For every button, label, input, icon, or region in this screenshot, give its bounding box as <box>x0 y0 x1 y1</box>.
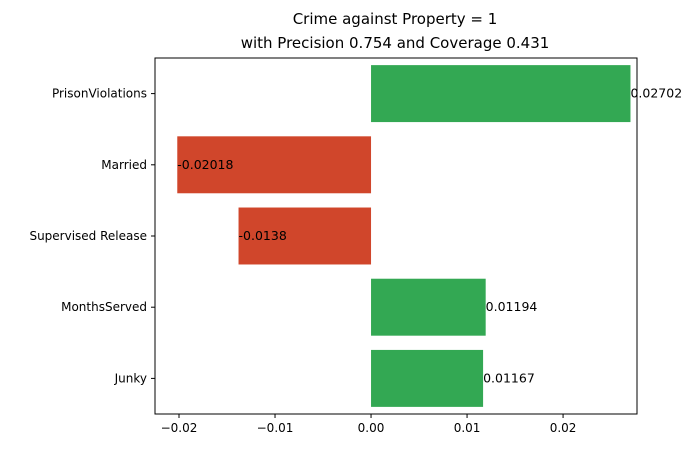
bar-0 <box>371 65 631 123</box>
chart-title-line-1: Crime against Property = 1 <box>293 10 498 28</box>
x-tick-label-3: 0.01 <box>454 421 481 435</box>
plot-frame <box>154 57 638 415</box>
y-tick-label-4: Junky <box>114 371 147 385</box>
bar-value-label-2: -0.0138 <box>239 228 287 243</box>
bars-layer: 0.02702 -0.02018 -0.0138 0.01194 0.01167 <box>177 65 682 407</box>
y-tick-label-0: PrisonViolations <box>52 87 147 101</box>
x-tick-label-1: −0.01 <box>257 421 294 435</box>
y-tick-label-2: Supervised Release <box>29 229 147 243</box>
x-tick-label-2: 0.00 <box>358 421 385 435</box>
bar-1 <box>177 136 372 194</box>
bar-value-label-1: -0.02018 <box>177 157 233 172</box>
bar-value-label-3: 0.01194 <box>486 299 538 314</box>
ticks-layer: PrisonViolations Married Supervised Releas… <box>29 87 576 435</box>
y-tick-label-1: Married <box>101 158 147 172</box>
bar-2 <box>238 207 372 265</box>
x-tick-label-4: 0.02 <box>550 421 577 435</box>
x-tick-label-0: −0.02 <box>161 421 198 435</box>
chart-title-line-2: with Precision 0.754 and Coverage 0.431 <box>241 34 550 52</box>
bar-4 <box>371 349 484 407</box>
bar-3 <box>371 278 486 336</box>
y-tick-label-3: MonthsServed <box>61 300 147 314</box>
bar-value-label-4: 0.01167 <box>483 370 535 385</box>
bar-value-label-0: 0.02702 <box>630 86 682 101</box>
